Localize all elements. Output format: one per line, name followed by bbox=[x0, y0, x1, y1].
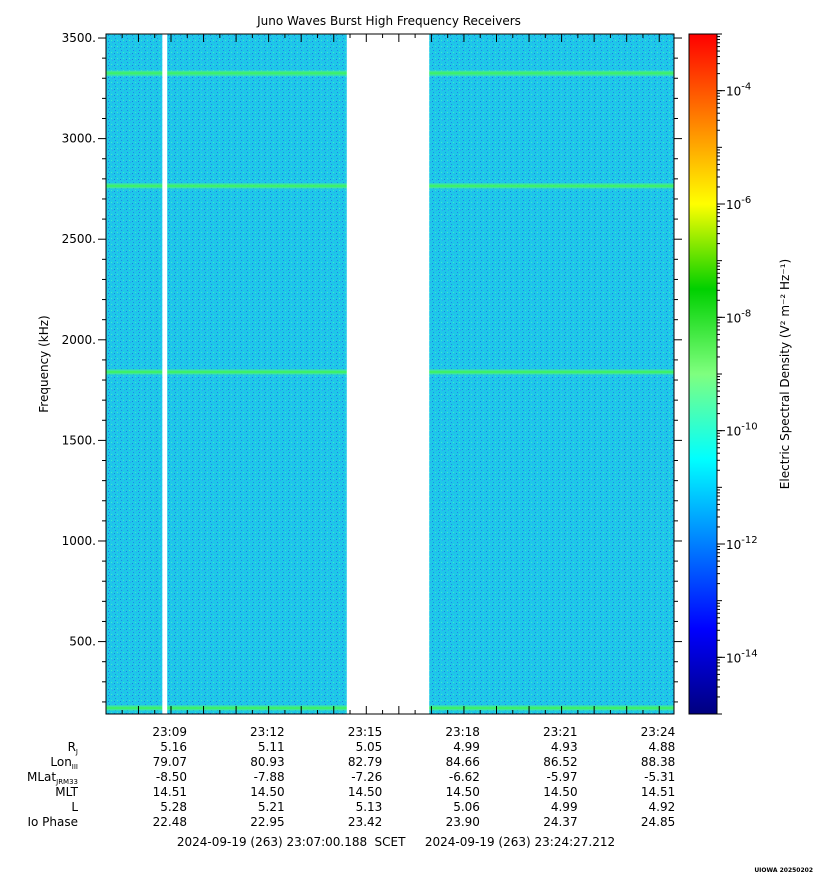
ephemeris-value: 86.52 bbox=[543, 755, 577, 769]
scet-label: SCET bbox=[375, 835, 407, 849]
ephemeris-value: -6.62 bbox=[449, 770, 480, 784]
ephemeris-value: 5.11 bbox=[258, 740, 285, 754]
colorbar-scale bbox=[688, 33, 718, 715]
ephemeris-row-label: LonIII bbox=[50, 755, 78, 771]
ephemeris-value: 5.13 bbox=[356, 800, 383, 814]
ephemeris-time-label: 23:09 bbox=[152, 725, 187, 739]
x-axis bbox=[121, 34, 660, 714]
ephemeris-value: 4.93 bbox=[551, 740, 578, 754]
footer-stamp: UIOWA 20250202 bbox=[754, 867, 813, 874]
ephemeris-value: 14.51 bbox=[153, 785, 187, 799]
y-tick-label: 1000. bbox=[62, 534, 96, 548]
ephemeris-time-label: 23:24 bbox=[641, 725, 676, 739]
ephemeris-value: 5.16 bbox=[160, 740, 187, 754]
ephemeris-value: 4.99 bbox=[453, 740, 480, 754]
ephemeris-time-label: 23:15 bbox=[348, 725, 383, 739]
y-tick-label: 500. bbox=[69, 635, 96, 649]
ephemeris-value: -7.88 bbox=[254, 770, 285, 784]
start-time: 2024-09-19 (263) 23:07:00.188 bbox=[177, 835, 367, 849]
ephemeris-value: -5.97 bbox=[547, 770, 578, 784]
ephemeris-value: 24.37 bbox=[543, 815, 577, 829]
ephemeris-value: 14.50 bbox=[446, 785, 480, 799]
y-tick-label: 2500. bbox=[62, 232, 96, 246]
ephemeris-value: 22.95 bbox=[250, 815, 284, 829]
ephemeris-value: 4.92 bbox=[649, 800, 676, 814]
ephemeris-value: 22.48 bbox=[153, 815, 187, 829]
ephemeris-value: 23.90 bbox=[446, 815, 480, 829]
ephemeris-value: 14.50 bbox=[250, 785, 284, 799]
ephemeris-value: 82.79 bbox=[348, 755, 382, 769]
ephemeris-value: 14.50 bbox=[543, 785, 577, 799]
y-tick-label: 3500. bbox=[62, 31, 96, 45]
ephemeris-value: 14.51 bbox=[641, 785, 675, 799]
y-tick-label: 3000. bbox=[62, 132, 96, 146]
colorbar-tick-label: 10-12 bbox=[726, 535, 758, 552]
data-gap-1 bbox=[162, 34, 168, 714]
ephemeris-value: 23.42 bbox=[348, 815, 382, 829]
spectrogram-plot bbox=[105, 33, 675, 715]
ephemeris-value: 5.21 bbox=[258, 800, 285, 814]
ephemeris-row-label: L bbox=[71, 800, 78, 814]
ephemeris-time-label: 23:12 bbox=[250, 725, 285, 739]
colorbar-tick-label: 10-4 bbox=[726, 82, 751, 99]
colorbar-tick-label: 10-8 bbox=[726, 308, 751, 325]
ephemeris-value: 79.07 bbox=[153, 755, 187, 769]
y-tick-label: 1500. bbox=[62, 433, 96, 447]
ephemeris-value: -7.26 bbox=[351, 770, 382, 784]
colorbar-tick-label: 10-10 bbox=[726, 422, 758, 439]
colorbar-ticks: 10-4 10-6 10-8 10-10 10-12 10-14 bbox=[717, 33, 758, 715]
ephemeris-value: 84.66 bbox=[446, 755, 480, 769]
ephemeris-row-label: Io Phase bbox=[27, 815, 78, 829]
end-time: 2024-09-19 (263) 23:24:27.212 bbox=[425, 835, 615, 849]
ephemeris-time-label: 23:21 bbox=[543, 725, 578, 739]
y-tick-label: 2000. bbox=[62, 333, 96, 347]
ephemeris-value: 88.38 bbox=[641, 755, 675, 769]
y-axis: 500. 1000. 1500. 2000. 2500. 3000. 3500. bbox=[62, 31, 682, 703]
data-gap-2 bbox=[346, 34, 430, 714]
ephemeris-value: 5.05 bbox=[356, 740, 383, 754]
ephemeris-value: 4.88 bbox=[649, 740, 676, 754]
data-gaps bbox=[162, 34, 430, 714]
ephemeris-value: -5.31 bbox=[644, 770, 675, 784]
ephemeris-value: 80.93 bbox=[250, 755, 284, 769]
ephemeris-time-label: 23:18 bbox=[445, 725, 480, 739]
plot-frame bbox=[105, 33, 675, 715]
ephemeris-value: 14.50 bbox=[348, 785, 382, 799]
colorbar-tick-label: 10-14 bbox=[726, 648, 758, 665]
colorbar-tick-label: 10-6 bbox=[726, 195, 751, 212]
ephemeris-value: 24.85 bbox=[641, 815, 675, 829]
ephemeris-row-label: MLT bbox=[55, 785, 78, 799]
ephemeris-row-label: RJ bbox=[68, 740, 78, 756]
ephemeris-value: 5.28 bbox=[160, 800, 187, 814]
chart-title: Juno Waves Burst High Frequency Receiver… bbox=[256, 14, 521, 28]
ephemeris-value: 4.99 bbox=[551, 800, 578, 814]
y-axis-label: Frequency (kHz) bbox=[37, 315, 51, 412]
colorbar: 10-4 10-6 10-8 10-10 10-12 10-14 Electric Spe… bbox=[688, 33, 792, 715]
ephemeris-row-label: MLatJRM33 bbox=[27, 770, 78, 786]
ephemeris-value: 5.06 bbox=[453, 800, 480, 814]
colorbar-label: Electric Spectral Density (V² m⁻² Hz⁻¹) bbox=[778, 259, 792, 489]
ephemeris-value: -8.50 bbox=[156, 770, 187, 784]
